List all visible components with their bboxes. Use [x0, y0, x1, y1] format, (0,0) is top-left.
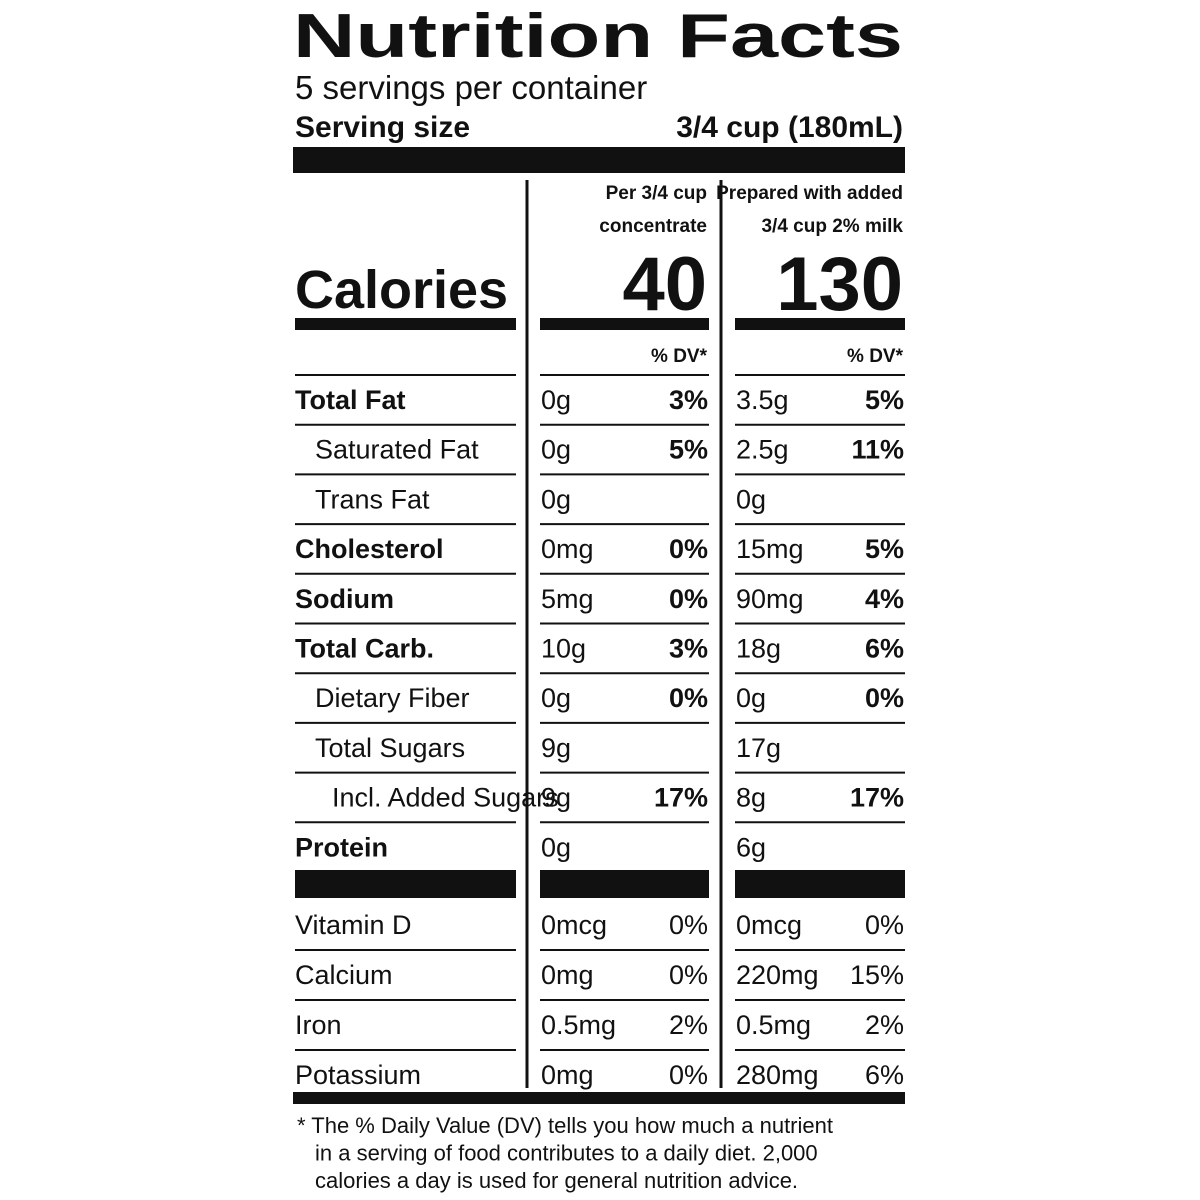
nutrient-name: Calcium	[295, 960, 393, 990]
amount: 9g	[541, 733, 571, 763]
thick-bar	[293, 1092, 905, 1104]
footnote: calories a day is used for general nutri…	[315, 1168, 798, 1193]
amount: 15mg	[736, 534, 804, 564]
thick-bar	[293, 147, 905, 173]
footnote: * The % Daily Value (DV) tells you how m…	[297, 1113, 833, 1138]
daily-value: 0%	[865, 683, 904, 713]
nutrient-name: Potassium	[295, 1060, 421, 1090]
nutrient-name: Total Sugars	[315, 733, 465, 763]
thick-bar	[540, 318, 709, 330]
column-header: Prepared with added	[716, 183, 903, 204]
amount: 18g	[736, 634, 781, 664]
nutrient-name: Sodium	[295, 584, 394, 614]
serving-size-value: 3/4 cup (180mL)	[676, 111, 903, 144]
nutrient-name: Saturated Fat	[315, 435, 479, 465]
calories-value: 40	[622, 242, 707, 327]
daily-value: 5%	[865, 385, 904, 415]
dv-header: % DV*	[847, 346, 904, 367]
amount: 0g	[541, 435, 571, 465]
amount: 0.5mg	[541, 1010, 616, 1040]
amount: 0g	[541, 484, 571, 514]
daily-value: 0%	[669, 683, 708, 713]
nutrient-name: Protein	[295, 832, 388, 862]
amount: 17g	[736, 733, 781, 763]
thick-bar	[295, 870, 516, 898]
amount: 0g	[541, 832, 571, 862]
daily-value: 0%	[669, 960, 708, 990]
nutrient-name: Total Fat	[295, 385, 406, 415]
amount: 5mg	[541, 584, 594, 614]
calories-value: 130	[776, 242, 903, 327]
nutrient-name: Trans Fat	[315, 484, 430, 514]
thick-bar	[735, 318, 905, 330]
daily-value: 0%	[669, 1060, 708, 1090]
amount: 280mg	[736, 1060, 819, 1090]
daily-value: 11%	[851, 435, 904, 465]
daily-value: 15%	[850, 960, 904, 990]
amount: 0g	[736, 484, 766, 514]
daily-value: 3%	[669, 385, 708, 415]
amount: 3.5g	[736, 385, 789, 415]
daily-value: 4%	[865, 584, 904, 614]
amount: 8g	[736, 783, 766, 813]
thick-bar	[295, 318, 516, 330]
nutrient-name: Total Carb.	[295, 634, 434, 664]
amount: 0.5mg	[736, 1010, 811, 1040]
amount: 2.5g	[736, 435, 789, 465]
amount: 0mg	[541, 534, 594, 564]
nutrient-name: Vitamin D	[295, 910, 412, 940]
daily-value: 5%	[669, 435, 708, 465]
serving-size-label: Serving size	[295, 111, 470, 144]
column-header: 3/4 cup 2% milk	[761, 216, 903, 237]
amount: 10g	[541, 634, 586, 664]
daily-value: 3%	[669, 634, 708, 664]
nutrient-name: Iron	[295, 1010, 342, 1040]
daily-value: 0%	[669, 584, 708, 614]
amount: 90mg	[736, 584, 804, 614]
nutrient-name: Cholesterol	[295, 534, 444, 564]
nutrient-name: Dietary Fiber	[315, 683, 470, 713]
amount: 0g	[541, 385, 571, 415]
servings: 5 servings per container	[295, 69, 647, 106]
title: Nutrition Facts	[293, 2, 903, 71]
thick-bar	[735, 870, 905, 898]
daily-value: 2%	[669, 1010, 708, 1040]
daily-value: 0%	[669, 910, 708, 940]
daily-value: 2%	[865, 1010, 904, 1040]
amount: 0mg	[541, 1060, 594, 1090]
column-header: concentrate	[599, 216, 707, 237]
daily-value: 6%	[865, 634, 904, 664]
amount: 220mg	[736, 960, 819, 990]
calories-label: Calories	[295, 260, 508, 320]
amount: 6g	[736, 832, 766, 862]
daily-value: 6%	[865, 1060, 904, 1090]
column-header: Per 3/4 cup	[606, 183, 707, 204]
amount: 0g	[541, 683, 571, 713]
amount: 0mcg	[541, 910, 607, 940]
nutrient-name: Incl. Added Sugars	[332, 783, 559, 813]
daily-value: 17%	[850, 783, 904, 813]
thick-bar	[540, 870, 709, 898]
daily-value: 0%	[865, 910, 904, 940]
amount: 0mcg	[736, 910, 802, 940]
amount: 0g	[736, 683, 766, 713]
amount: 0mg	[541, 960, 594, 990]
daily-value: 17%	[654, 783, 708, 813]
daily-value: 5%	[865, 534, 904, 564]
daily-value: 0%	[669, 534, 708, 564]
footnote: in a serving of food contributes to a da…	[315, 1141, 818, 1166]
dv-header: % DV*	[651, 346, 708, 367]
amount: 9g	[541, 783, 571, 813]
